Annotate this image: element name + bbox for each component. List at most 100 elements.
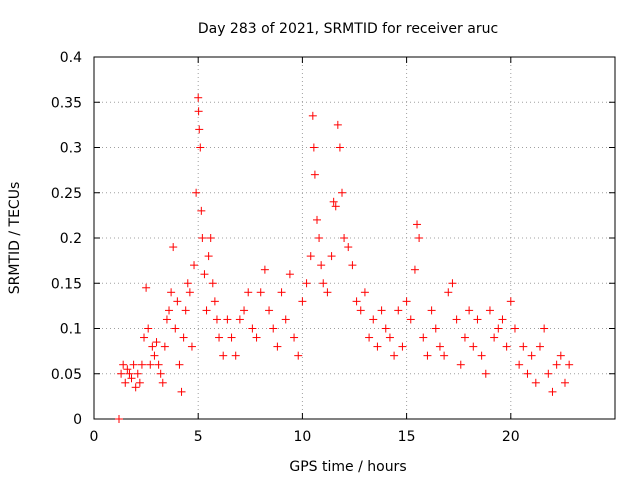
data-point [348,261,357,270]
y-tick-labels: 0 0.05 0.1 0.15 0.2 0.25 0.3 0.35 0.4 [51,50,82,428]
data-point [413,220,422,229]
data-point [323,288,332,297]
data-point [315,234,324,242]
data-point [381,324,390,333]
data-point [352,297,361,306]
grid [94,57,615,419]
data-point [156,369,165,378]
data-point [548,387,557,396]
data-point [277,288,286,297]
data-point [256,288,265,297]
y-axis-title: SRMTID / TECUs [7,182,23,295]
data-point [452,315,461,324]
data-point [285,270,294,279]
data-point [129,360,138,369]
data-point [227,333,236,342]
data-point [402,297,411,306]
data-point [160,342,169,351]
data-point [477,351,486,360]
data-point [158,378,167,387]
data-point [148,342,157,351]
y-tick-label: 0 [73,412,82,428]
chart-title: Day 283 of 2021, SRMTID for receiver aru… [198,21,498,37]
data-point [115,415,124,423]
data-point [427,306,436,315]
data-point [302,279,311,288]
data-point [119,360,128,369]
data-point [265,306,274,315]
data-point [154,360,163,369]
data-point [198,234,207,242]
data-point [171,324,180,333]
data-point [406,315,415,324]
data-point [194,93,203,102]
y-tick-label: 0.35 [51,95,82,111]
data-point [365,333,374,342]
data-point [527,351,536,360]
x-tick-label: 5 [194,429,203,445]
data-point [415,234,424,242]
data-point [208,279,217,288]
data-point [142,283,151,292]
data-point [133,369,142,378]
axis-ticks [93,56,615,420]
data-point [298,297,307,306]
data-point [175,360,184,369]
data-point [473,315,482,324]
data-point [294,351,303,360]
data-point [240,306,249,315]
data-point [456,360,465,369]
y-tick-label: 0.4 [60,50,82,66]
data-point [197,206,206,215]
data-point [485,306,494,315]
data-point [510,324,519,333]
data-point [465,306,474,315]
data-point [544,369,553,378]
data-point [515,360,524,369]
data-point [337,188,346,197]
data-point [340,234,349,242]
data-point [440,351,449,360]
data-point [506,297,515,306]
y-tick-label: 0.25 [51,186,82,202]
data-point [481,369,490,378]
data-point [444,288,453,297]
data-point [223,315,232,324]
data-point [435,342,444,351]
data-point [333,120,342,129]
data-point [490,333,499,342]
data-point [319,279,328,288]
data-point [360,288,369,297]
data-point [373,342,382,351]
data-point [519,342,528,351]
data-point [560,378,569,387]
data-point [331,202,340,211]
data-point [204,252,213,261]
data-points [115,93,574,423]
data-point [212,315,221,324]
data-point [248,324,257,333]
data-point [306,252,315,261]
data-point [121,378,130,387]
data-point [269,324,278,333]
data-point [169,243,178,252]
y-tick-label: 0.15 [51,276,82,292]
data-point [565,360,574,369]
data-point [460,333,469,342]
data-point [410,265,419,274]
x-axis-title: GPS time / hours [289,459,406,475]
data-point [195,125,204,134]
data-point [273,342,282,351]
x-tick-label: 10 [293,429,311,445]
data-point [394,306,403,315]
data-point [502,342,511,351]
data-point [146,360,155,369]
data-point [290,333,299,342]
data-point [329,197,338,206]
data-point [162,315,171,324]
data-point [317,261,326,270]
data-point [183,279,192,288]
data-point [235,315,244,324]
data-point [196,143,205,152]
